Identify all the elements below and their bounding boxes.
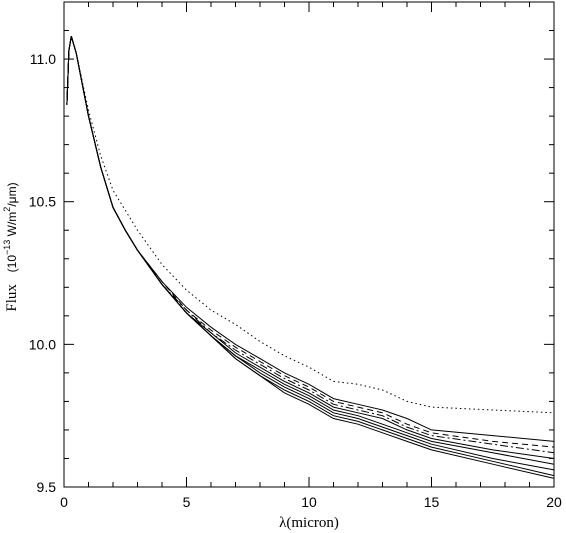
y-tick-label: 11.0 xyxy=(30,51,56,67)
tick-layer xyxy=(63,1,555,488)
y-tick-label: 10.5 xyxy=(29,194,56,210)
y-axis-title-main: Flux xyxy=(4,284,20,312)
plot-frame xyxy=(63,1,555,488)
y-axis-units-pre: (10 xyxy=(5,255,19,273)
series-layer xyxy=(66,36,555,479)
series-line-7 xyxy=(66,36,555,477)
label-layer: 0 5 10 15 20 9.5 10.0 10.5 11.0 xyxy=(29,51,562,510)
y-axis-title: Flux (10−13 W/m2/μm) xyxy=(2,182,20,311)
x-tick-label: 10 xyxy=(301,494,317,510)
y-axis-units-exp2: 2 xyxy=(2,207,12,212)
y-axis-units-post: /μm) xyxy=(5,182,19,206)
y-tick-label: 10.0 xyxy=(29,336,56,352)
series-line-8 xyxy=(66,36,555,479)
y-tick-label: 9.5 xyxy=(37,479,57,495)
y-axis-units-exp: −13 xyxy=(2,240,12,255)
x-tick-label: 15 xyxy=(424,494,440,510)
series-line-3 xyxy=(66,36,555,454)
x-tick-label: 0 xyxy=(60,494,68,510)
series-line-4 xyxy=(66,36,555,459)
series-line-1 xyxy=(66,36,555,442)
x-tick-label: 20 xyxy=(546,494,562,510)
x-axis-title: λ(micron) xyxy=(279,515,339,531)
series-line-2 xyxy=(66,36,555,448)
x-tick-label: 5 xyxy=(183,494,191,510)
series-line-9 xyxy=(66,36,555,414)
y-axis-units-mid: W/m xyxy=(5,212,19,240)
